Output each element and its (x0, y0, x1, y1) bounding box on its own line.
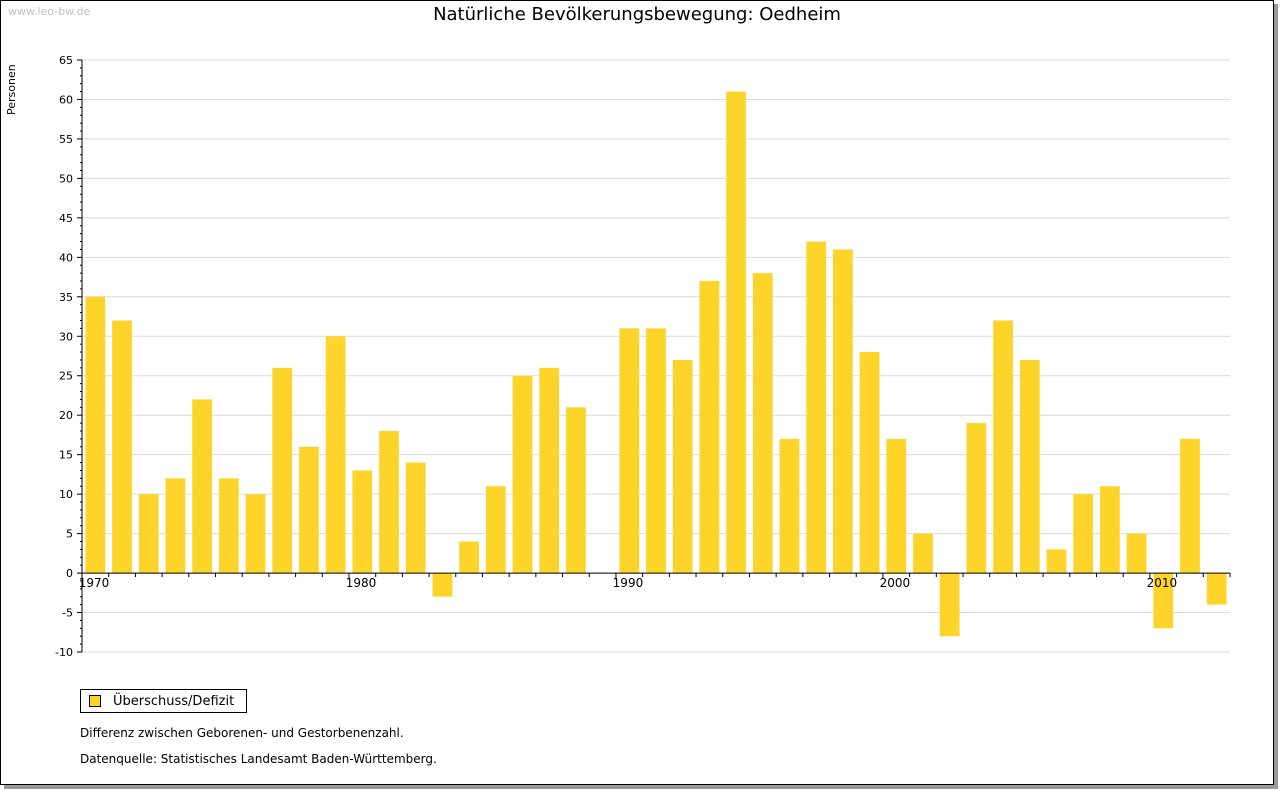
watermark: www.leo-bw.de (8, 5, 91, 18)
bar-1993 (699, 281, 720, 574)
bar-1995 (752, 273, 773, 574)
bar-2001 (913, 533, 933, 574)
bar-1990 (619, 328, 640, 574)
bar-2000 (886, 438, 907, 574)
bars (85, 91, 1227, 637)
y-tick-label: 35 (59, 291, 73, 304)
y-tick-label: 0 (66, 567, 73, 580)
bar-1982 (405, 462, 426, 574)
bar-2007 (1073, 494, 1094, 574)
bar-1988 (566, 407, 586, 574)
bar-2012 (1206, 573, 1227, 605)
bar-1971 (112, 320, 132, 574)
x-tick-label: 1980 (346, 576, 377, 590)
y-tick-label: 20 (59, 409, 73, 422)
note-description: Differenz zwischen Geborenen- und Gestor… (80, 726, 404, 740)
bar-1970 (85, 296, 106, 574)
y-tick-label: 65 (59, 54, 73, 67)
bar-1977 (272, 367, 293, 574)
bar-1979 (325, 336, 346, 574)
bar-2005 (1019, 359, 1040, 574)
legend-label: Überschuss/Defizit (113, 693, 235, 709)
axes (77, 59, 1231, 653)
bar-1980 (352, 470, 373, 574)
x-tick-label: 2000 (880, 576, 911, 590)
bar-1991 (646, 328, 666, 574)
chart-title: Natürliche Bevölkerungsbewegung: Oedheim (433, 4, 841, 25)
bar-1976 (245, 494, 266, 574)
y-tick-label: 25 (59, 370, 73, 383)
y-tick-label: 55 (59, 133, 73, 146)
y-tick-label: -5 (62, 607, 73, 620)
bar-2002 (939, 573, 960, 637)
bar-2003 (966, 423, 987, 574)
y-tick-label: 15 (59, 449, 73, 462)
bar-1992 (672, 359, 693, 574)
y-tick-label: 5 (66, 528, 73, 541)
legend-swatch (89, 695, 101, 707)
legend: Überschuss/Defizit (80, 689, 248, 713)
bar-1974 (192, 399, 213, 574)
y-tick-label: 10 (59, 488, 73, 501)
bar-2010 (1153, 573, 1174, 629)
bar-1994 (726, 91, 746, 574)
bar-2006 (1046, 549, 1067, 574)
bar-1973 (165, 478, 186, 574)
y-tick-label: 40 (59, 251, 73, 264)
bar-1975 (218, 478, 239, 574)
bar-1985 (485, 486, 506, 574)
bar-1972 (138, 494, 159, 574)
bar-2009 (1126, 533, 1147, 574)
bar-2011 (1180, 438, 1200, 574)
x-tick-label: 2010 (1147, 576, 1178, 590)
bar-1984 (459, 541, 479, 574)
tick-labels: -10 -5 0 5 10 15 20 25 30 35 40 45 50 55 60 65 1970 1980 1… (55, 54, 1177, 659)
y-tick-label: 60 (59, 93, 73, 106)
bar-1983 (432, 573, 453, 597)
bar-1987 (539, 367, 560, 574)
x-tick-label: 1970 (79, 576, 110, 590)
bar-1998 (833, 249, 853, 574)
bar-1999 (859, 352, 880, 574)
bar-2008 (1099, 486, 1120, 574)
y-tick-label: 45 (59, 212, 73, 225)
note-source: Datenquelle: Statistisches Landesamt Bad… (80, 752, 437, 766)
bar-1997 (806, 241, 827, 574)
y-tick-label: 50 (59, 172, 73, 185)
bar-1981 (379, 430, 399, 574)
bar-1978 (299, 446, 319, 574)
bar-1986 (512, 375, 533, 574)
y-tick-label: -10 (55, 646, 73, 659)
x-tick-label: 1990 (613, 576, 644, 590)
bar-1996 (779, 438, 800, 574)
y-tick-label: 30 (59, 330, 73, 343)
bar-2004 (993, 320, 1013, 574)
